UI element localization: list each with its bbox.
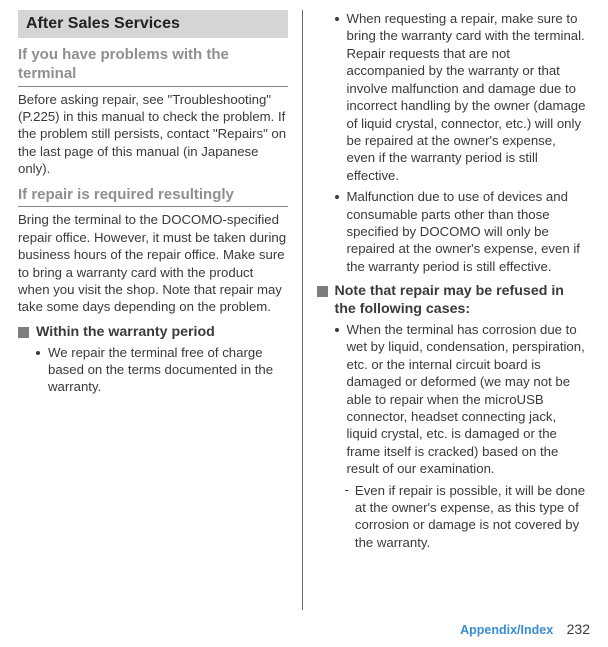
page-footer: Appendix/Index 232	[460, 621, 590, 637]
page-number: 232	[567, 621, 590, 637]
sub-heading-text: Note that repair may be refused in the f…	[335, 283, 587, 319]
square-bullet-icon	[18, 327, 29, 338]
footer-label: Appendix/Index	[460, 623, 553, 637]
chapter-title-box: After Sales Services	[18, 10, 288, 38]
right-column: When requesting a repair, make sure to b…	[303, 10, 597, 610]
paragraph: Before asking repair, see "Troubleshooti…	[18, 91, 288, 178]
dot-bullet-icon	[335, 195, 339, 199]
bullet-text: We repair the terminal free of charge ba…	[48, 344, 288, 396]
bullet-item: When requesting a repair, make sure to b…	[335, 10, 587, 184]
dash-text: Even if repair is possible, it will be d…	[355, 482, 586, 552]
bullet-item: When the terminal has corrosion due to w…	[335, 321, 587, 478]
bullet-text: Malfunction due to use of devices and co…	[347, 188, 587, 275]
bullet-item: Malfunction due to use of devices and co…	[335, 188, 587, 275]
sub-heading-text: Within the warranty period	[36, 324, 215, 342]
dot-bullet-icon	[335, 17, 339, 21]
sub-heading: Note that repair may be refused in the f…	[317, 283, 587, 319]
paragraph: Bring the terminal to the DOCOMO-specifi…	[18, 211, 288, 316]
bullet-text: When the terminal has corrosion due to w…	[347, 321, 587, 478]
sub-heading: Within the warranty period	[18, 324, 288, 342]
section-heading: If repair is required resultingly	[18, 186, 288, 208]
dash-item: - Even if repair is possible, it will be…	[345, 482, 587, 552]
bullet-item: We repair the terminal free of charge ba…	[36, 344, 288, 396]
dot-bullet-icon	[335, 328, 339, 332]
left-column: After Sales Services If you have problem…	[18, 10, 303, 610]
dot-bullet-icon	[36, 351, 40, 355]
page: After Sales Services If you have problem…	[0, 0, 608, 610]
chapter-title: After Sales Services	[26, 15, 180, 32]
dash-bullet-icon: -	[345, 482, 349, 497]
bullet-text: When requesting a repair, make sure to b…	[347, 10, 587, 184]
section-heading: If you have problems with the terminal	[18, 46, 288, 87]
square-bullet-icon	[317, 286, 328, 297]
